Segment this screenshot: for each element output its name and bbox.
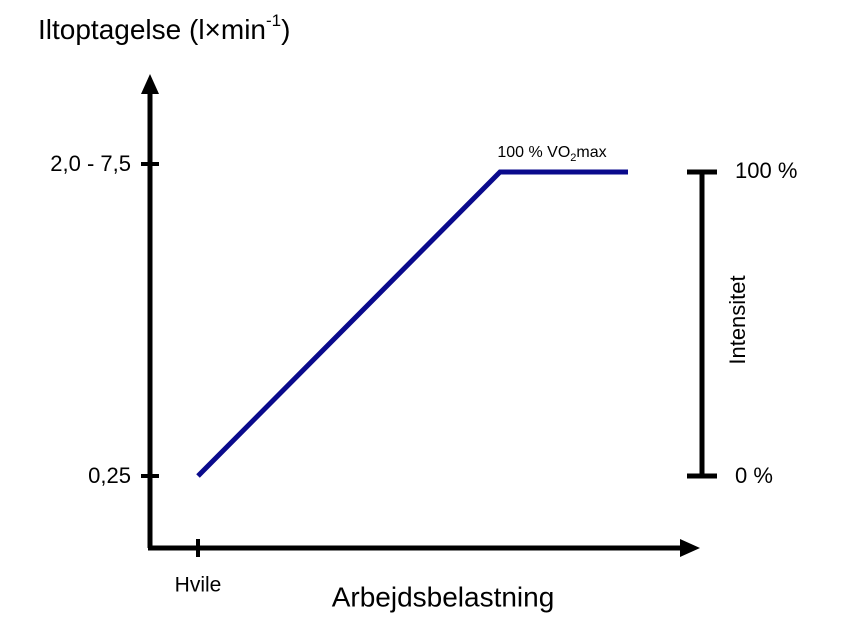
title: Iltoptagelse (l×min-1) (38, 11, 290, 45)
title-main: Iltoptagelse (l×min (38, 14, 266, 45)
annotation-text: max (576, 144, 606, 161)
annotation-subscript: 2 (570, 152, 576, 164)
x-tick-label: Hvile (175, 574, 222, 597)
intensity-bottom: 0 % (735, 463, 773, 488)
annotation-text: 100 % VO (497, 144, 570, 161)
title-close: ) (281, 14, 290, 45)
intensity-top: 100 % (735, 158, 797, 183)
oxygen-uptake-line (196, 169, 628, 478)
y-tick-label: 2,0 - 7,5 (50, 151, 131, 176)
y-axis-arrow (141, 74, 159, 94)
intensity-label: Intensitet (725, 275, 750, 364)
y-tick-label: 0,25 (88, 463, 131, 488)
annotation: 100 % VO2max (497, 144, 606, 164)
title-superscript: -1 (266, 11, 281, 30)
x-axis-arrow (680, 539, 700, 557)
x-axis-label: Arbejdsbelastning (332, 581, 555, 612)
